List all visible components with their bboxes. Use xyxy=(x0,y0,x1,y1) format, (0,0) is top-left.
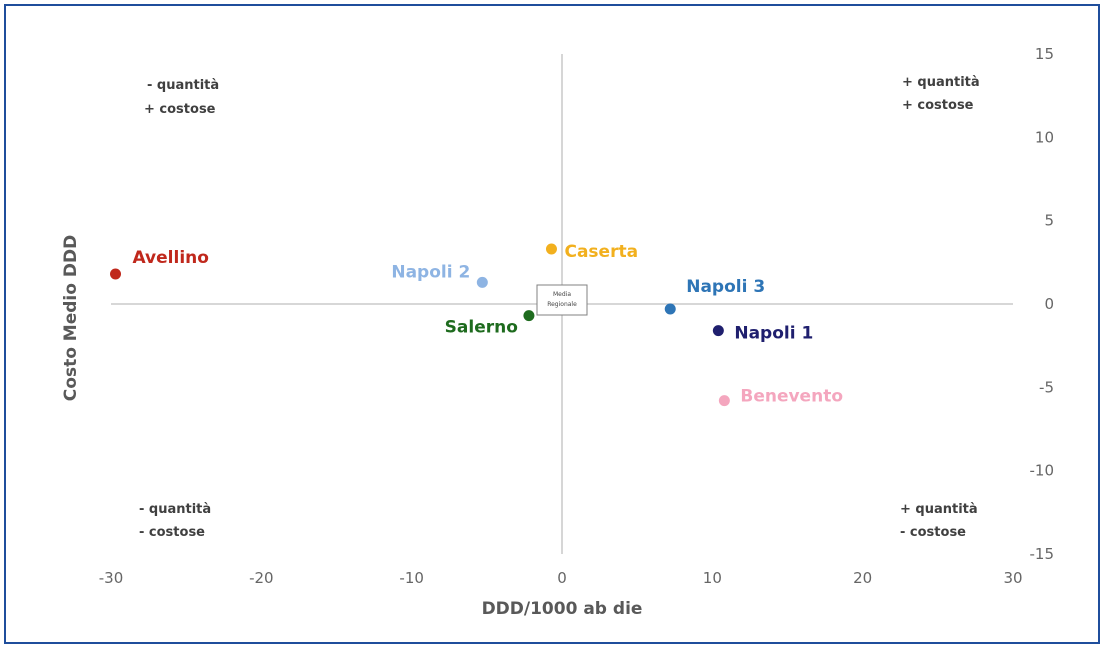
point-napoli-1 xyxy=(712,325,724,337)
x-tick-label: -10 xyxy=(399,569,424,587)
point-label-caserta: Caserta xyxy=(564,242,638,262)
y-tick-label: 10 xyxy=(1035,128,1054,146)
quadrant-label-top-left: - quantità xyxy=(147,78,219,93)
point-napoli-2 xyxy=(476,276,488,288)
y-tick-label: -15 xyxy=(1030,545,1055,563)
point-label-napoli-3: Napoli 3 xyxy=(686,277,765,297)
y-tick-label: -10 xyxy=(1030,462,1055,480)
quadrant-label-top-left: + costose xyxy=(144,102,216,117)
point-label-salerno: Salerno xyxy=(445,318,518,338)
point-napoli-3 xyxy=(664,303,676,315)
point-avellino xyxy=(110,268,122,280)
x-tick-label: 20 xyxy=(853,569,872,587)
point-salerno xyxy=(523,310,535,322)
x-axis-title: DDD/1000 ab die xyxy=(482,599,643,619)
quadrant-label-bottom-left: - costose xyxy=(139,525,205,540)
x-tick-label: -20 xyxy=(249,569,274,587)
quadrant-label-top-right: + costose xyxy=(902,98,974,113)
x-tick-label: 0 xyxy=(557,569,567,587)
quadrant-label-bottom-left: - quantità xyxy=(139,502,211,517)
quadrant-label-top-right: + quantità xyxy=(902,75,980,90)
y-tick-label: 5 xyxy=(1044,212,1054,230)
y-tick-label: 0 xyxy=(1044,295,1054,313)
point-label-benevento: Benevento xyxy=(740,387,843,407)
quadrant-label-bottom-right: - costose xyxy=(900,525,966,540)
quadrant-label-bottom-right: + quantità xyxy=(900,502,978,517)
x-tick-label: -30 xyxy=(99,569,124,587)
y-axis-title: Costo Medio DDD xyxy=(61,235,81,401)
x-tick-label: 30 xyxy=(1003,569,1022,587)
point-label-napoli-2: Napoli 2 xyxy=(391,262,470,282)
y-tick-label: 15 xyxy=(1035,45,1054,63)
chart-frame xyxy=(4,4,1100,644)
media-regionale-box xyxy=(536,284,588,316)
point-caserta xyxy=(545,243,557,255)
point-label-avellino: Avellino xyxy=(133,248,209,268)
y-tick-label: -5 xyxy=(1039,378,1054,396)
x-tick-label: 10 xyxy=(703,569,722,587)
media-regionale-label: Media xyxy=(553,291,571,298)
point-label-napoli-1: Napoli 1 xyxy=(734,324,813,344)
media-regionale-label: Regionale xyxy=(547,301,577,308)
point-benevento xyxy=(718,395,730,407)
